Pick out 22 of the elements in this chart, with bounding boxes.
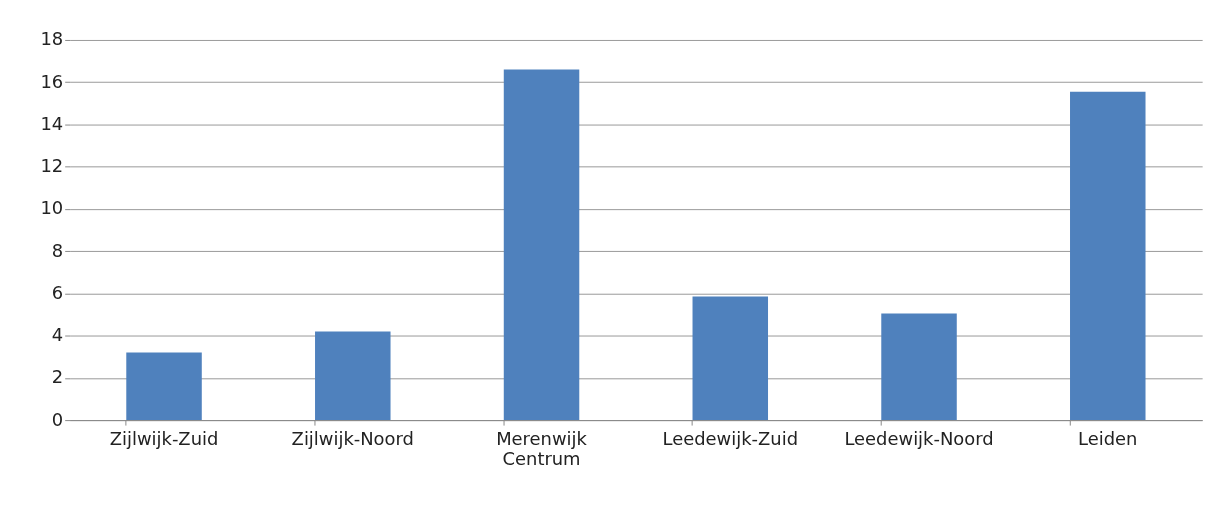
bar <box>881 313 957 421</box>
x-tick-label: Zijlwijk-Noord <box>291 428 414 450</box>
bar <box>315 331 391 421</box>
bar <box>126 352 202 421</box>
bar <box>692 296 769 421</box>
y-tick-label: 10 <box>40 197 64 219</box>
y-tick-label: 12 <box>40 155 64 177</box>
bar <box>503 69 580 421</box>
x-tick-label: Zijlwijk-Zuid <box>109 428 219 450</box>
y-tick-label: 2 <box>51 366 64 388</box>
x-tick-label: Merenwijk Centrum <box>496 428 588 470</box>
y-tick-label: 8 <box>51 239 64 261</box>
x-tick-label: Leedewijk-Noord <box>844 428 994 450</box>
y-tick-label: 16 <box>40 70 64 92</box>
x-tick-label: Leedewijk-Zuid <box>662 428 799 450</box>
y-tick-label: 6 <box>51 281 64 303</box>
y-tick-label: 14 <box>40 112 64 134</box>
bar <box>1070 91 1146 421</box>
x-tick-label: Leiden <box>1078 428 1138 450</box>
y-tick-label: 4 <box>51 324 64 346</box>
y-tick-label: 18 <box>40 28 64 50</box>
y-tick-label: 0 <box>51 408 64 430</box>
